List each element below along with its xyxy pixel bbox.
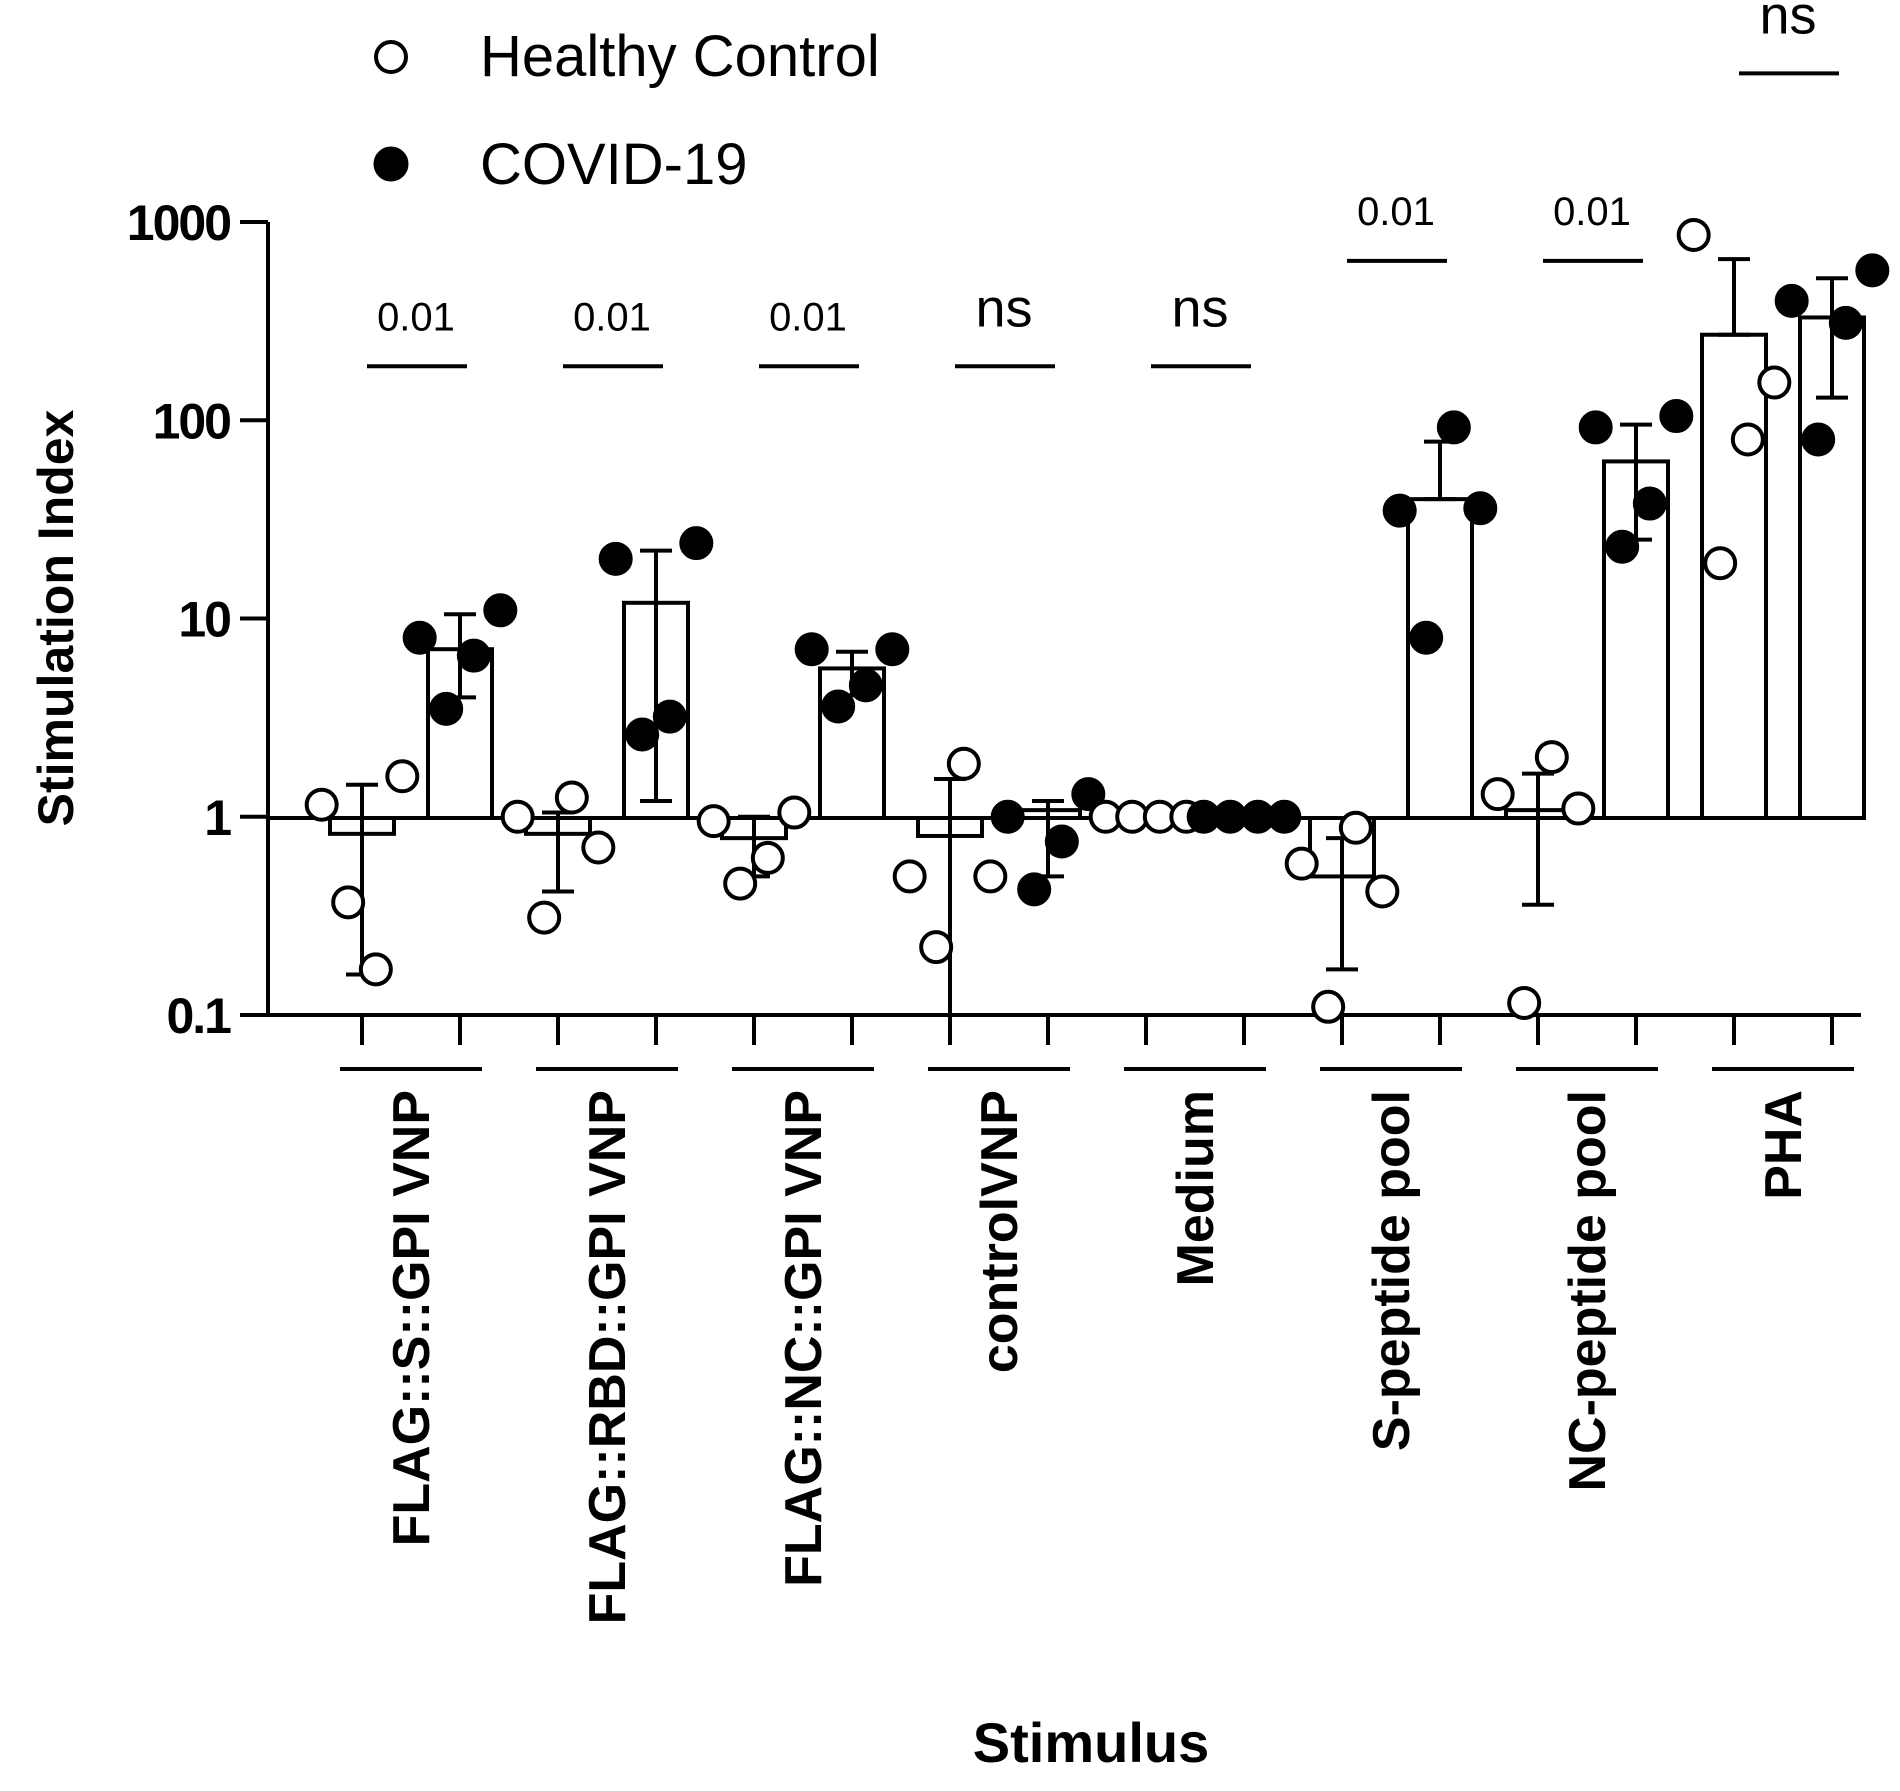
y-axis-title: Stimulation Index [28, 409, 84, 826]
x-axis-title: Stimulus [973, 1711, 1209, 1774]
data-point-healthy-control [1115, 799, 1150, 834]
data-point-covid-19 [1267, 799, 1302, 834]
data-point-healthy-control [1338, 810, 1373, 845]
significance-label: 0.01 [377, 295, 455, 339]
data-point-healthy-control [1534, 740, 1569, 775]
significance-annotations: 0.01 0.01 0.01 ns ns 0.01 0.01 ns [367, 0, 1839, 369]
data-point-healthy-control [1365, 874, 1400, 909]
bar-covid-19 [426, 647, 494, 820]
data-point-covid-19 [1632, 486, 1667, 521]
bar-covid-19 [1798, 315, 1866, 820]
y-tick-label: 1000 [127, 195, 230, 251]
data-point-healthy-control [919, 930, 954, 965]
plot-area [304, 217, 1890, 1024]
data-point-covid-19 [483, 593, 518, 628]
legend-label-healthy-control: Healthy Control [480, 24, 880, 89]
category-label: NC-peptide pool [1559, 1090, 1617, 1492]
data-point-healthy-control [1676, 217, 1711, 252]
data-point-healthy-control [777, 795, 812, 830]
data-point-covid-19 [429, 691, 464, 726]
legend-marker-healthy-control [374, 40, 408, 74]
significance-label: 0.01 [1553, 190, 1631, 234]
data-point-healthy-control [1480, 777, 1515, 812]
data-point-healthy-control [385, 759, 420, 794]
y-tick-label: 1 [204, 790, 231, 846]
data-point-healthy-control [500, 799, 535, 834]
y-tick-label: 100 [153, 393, 231, 449]
data-point-healthy-control [1284, 846, 1319, 881]
data-point-covid-19 [821, 689, 856, 724]
data-point-healthy-control [892, 859, 927, 894]
data-point-healthy-control [358, 952, 393, 987]
data-point-covid-19 [1436, 410, 1471, 445]
data-point-covid-19 [679, 526, 714, 561]
data-point-covid-19 [1774, 283, 1809, 318]
data-point-covid-19 [652, 699, 687, 734]
y-ticks: 0.1 1 10 100 1000 [127, 195, 268, 1044]
significance-label: ns [1759, 0, 1816, 45]
data-point-covid-19 [1463, 491, 1498, 526]
data-point-healthy-control [750, 840, 785, 875]
category-label: PHA [1755, 1090, 1813, 1200]
data-point-covid-19 [598, 541, 633, 576]
data-point-healthy-control [581, 830, 616, 865]
category-label: S-peptide pool [1363, 1090, 1421, 1451]
significance-label: 0.01 [573, 295, 651, 339]
data-point-covid-19 [1578, 410, 1613, 445]
data-point-healthy-control [554, 780, 589, 815]
category-label: FLAG::NC::GPI VNP [775, 1090, 833, 1587]
data-point-covid-19 [1605, 529, 1640, 564]
data-point-covid-19 [794, 632, 829, 667]
data-point-covid-19 [1071, 777, 1106, 812]
significance-label: 0.01 [769, 295, 847, 339]
category-label: FLAG::RBD::GPI VNP [579, 1090, 637, 1624]
data-point-healthy-control [331, 885, 366, 920]
data-point-covid-19 [1044, 824, 1079, 859]
data-point-healthy-control [527, 900, 562, 935]
data-point-healthy-control [1730, 422, 1765, 457]
data-point-covid-19 [402, 620, 437, 655]
data-point-covid-19 [1017, 872, 1052, 907]
significance-label: ns [1171, 278, 1228, 338]
y-tick-label: 0.1 [166, 988, 231, 1044]
data-point-covid-19 [990, 799, 1025, 834]
data-point-healthy-control [1507, 985, 1542, 1020]
category-label: controlVNP [971, 1090, 1029, 1373]
data-point-healthy-control [1311, 989, 1346, 1024]
data-point-healthy-control [1703, 546, 1738, 581]
data-point-covid-19 [625, 717, 660, 752]
data-point-healthy-control [1561, 791, 1596, 826]
bar-covid-19 [1406, 497, 1474, 820]
data-point-covid-19 [1828, 305, 1863, 340]
data-point-healthy-control [696, 804, 731, 839]
data-point-covid-19 [1409, 620, 1444, 655]
significance-label: 0.01 [1357, 190, 1435, 234]
legend: Healthy Control COVID-19 [373, 24, 880, 197]
data-point-covid-19 [1382, 493, 1417, 528]
data-point-healthy-control [946, 746, 981, 781]
data-point-covid-19 [848, 668, 883, 703]
data-point-healthy-control [723, 866, 758, 901]
data-point-covid-19 [456, 638, 491, 673]
data-point-covid-19 [875, 632, 910, 667]
data-point-healthy-control [304, 787, 339, 822]
y-tick-label: 10 [178, 592, 230, 648]
data-point-covid-19 [1659, 399, 1694, 434]
data-point-covid-19 [1855, 253, 1890, 288]
significance-label: ns [975, 278, 1032, 338]
legend-marker-covid-19 [373, 146, 409, 182]
category-label: Medium [1167, 1090, 1225, 1286]
data-point-healthy-control [973, 859, 1008, 894]
data-point-covid-19 [1801, 422, 1836, 457]
legend-label-covid-19: COVID-19 [480, 132, 748, 197]
category-label: FLAG::S::GPI VNP [383, 1090, 441, 1546]
data-point-healthy-control [1757, 365, 1792, 400]
x-categories: FLAG::S::GPI VNP FLAG::RBD::GPI VNP FLAG::… [340, 1015, 1854, 1624]
